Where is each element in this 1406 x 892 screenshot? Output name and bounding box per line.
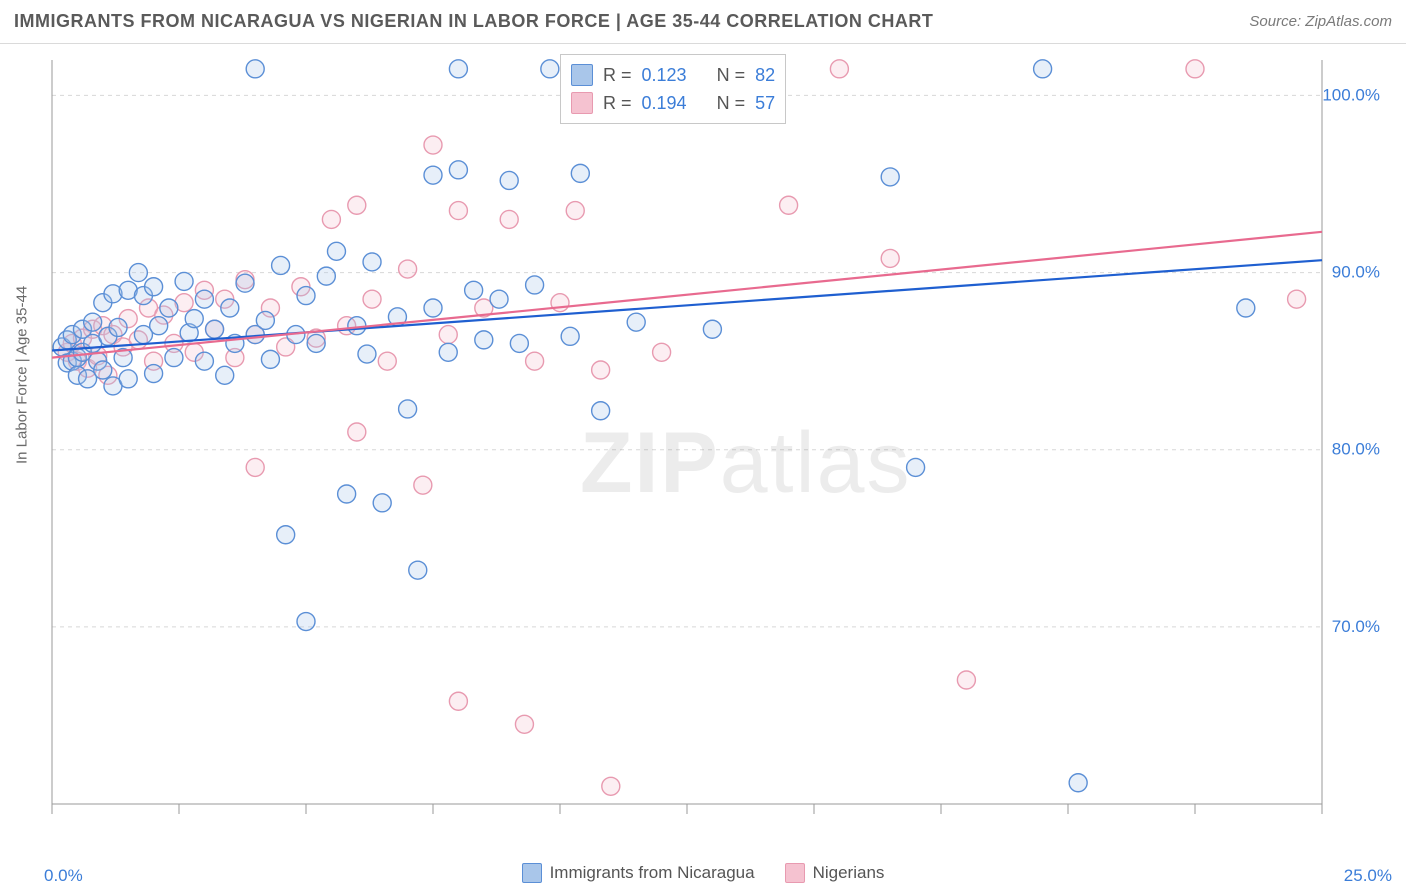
- source-attribution: Source: ZipAtlas.com: [1249, 13, 1392, 30]
- stat-swatch-nigerians: [571, 92, 593, 114]
- legend-swatch-nicaragua: [522, 863, 542, 883]
- stat-row-nigerians: R = 0.194 N = 57: [571, 89, 775, 117]
- stat-N-label: N =: [717, 89, 746, 117]
- plot-area: In Labor Force | Age 35-44 70.0% 80.0% 90.…: [0, 44, 1406, 892]
- legend-item-nicaragua: Immigrants from Nicaragua: [522, 863, 755, 883]
- svg-text:90.0%: 90.0%: [1332, 263, 1380, 282]
- source-prefix: Source:: [1249, 13, 1305, 30]
- title-bar: IMMIGRANTS FROM NICARAGUA VS NIGERIAN IN…: [0, 0, 1406, 44]
- stat-row-nicaragua: R = 0.123 N = 82: [571, 61, 775, 89]
- stat-R-value-nicaragua: 0.123: [642, 61, 687, 89]
- stat-N-label: N =: [717, 61, 746, 89]
- legend-label-nigerians: Nigerians: [813, 863, 885, 883]
- stat-R-label: R =: [603, 89, 632, 117]
- legend-swatch-nigerians: [785, 863, 805, 883]
- scatter-plot-svg: 70.0% 80.0% 90.0% 100.0%: [42, 54, 1392, 844]
- correlation-stat-box: R = 0.123 N = 82 R = 0.194 N = 57: [560, 54, 786, 124]
- stat-N-value-nigerians: 57: [755, 89, 775, 117]
- x-max-label: 25.0%: [1344, 866, 1392, 886]
- stat-R-value-nigerians: 0.194: [642, 89, 687, 117]
- bottom-legend: Immigrants from Nicaragua Nigerians: [0, 858, 1406, 888]
- legend-label-nicaragua: Immigrants from Nicaragua: [550, 863, 755, 883]
- stat-N-value-nicaragua: 82: [755, 61, 775, 89]
- legend-item-nigerians: Nigerians: [785, 863, 885, 883]
- chart-title: IMMIGRANTS FROM NICARAGUA VS NIGERIAN IN…: [14, 11, 933, 32]
- svg-text:80.0%: 80.0%: [1332, 440, 1380, 459]
- stat-R-label: R =: [603, 61, 632, 89]
- svg-text:70.0%: 70.0%: [1332, 617, 1380, 636]
- source-link[interactable]: ZipAtlas.com: [1305, 13, 1392, 30]
- svg-text:100.0%: 100.0%: [1322, 85, 1380, 104]
- y-axis-label: In Labor Force | Age 35-44: [14, 286, 31, 464]
- x-min-label: 0.0%: [44, 866, 83, 886]
- stat-swatch-nicaragua: [571, 64, 593, 86]
